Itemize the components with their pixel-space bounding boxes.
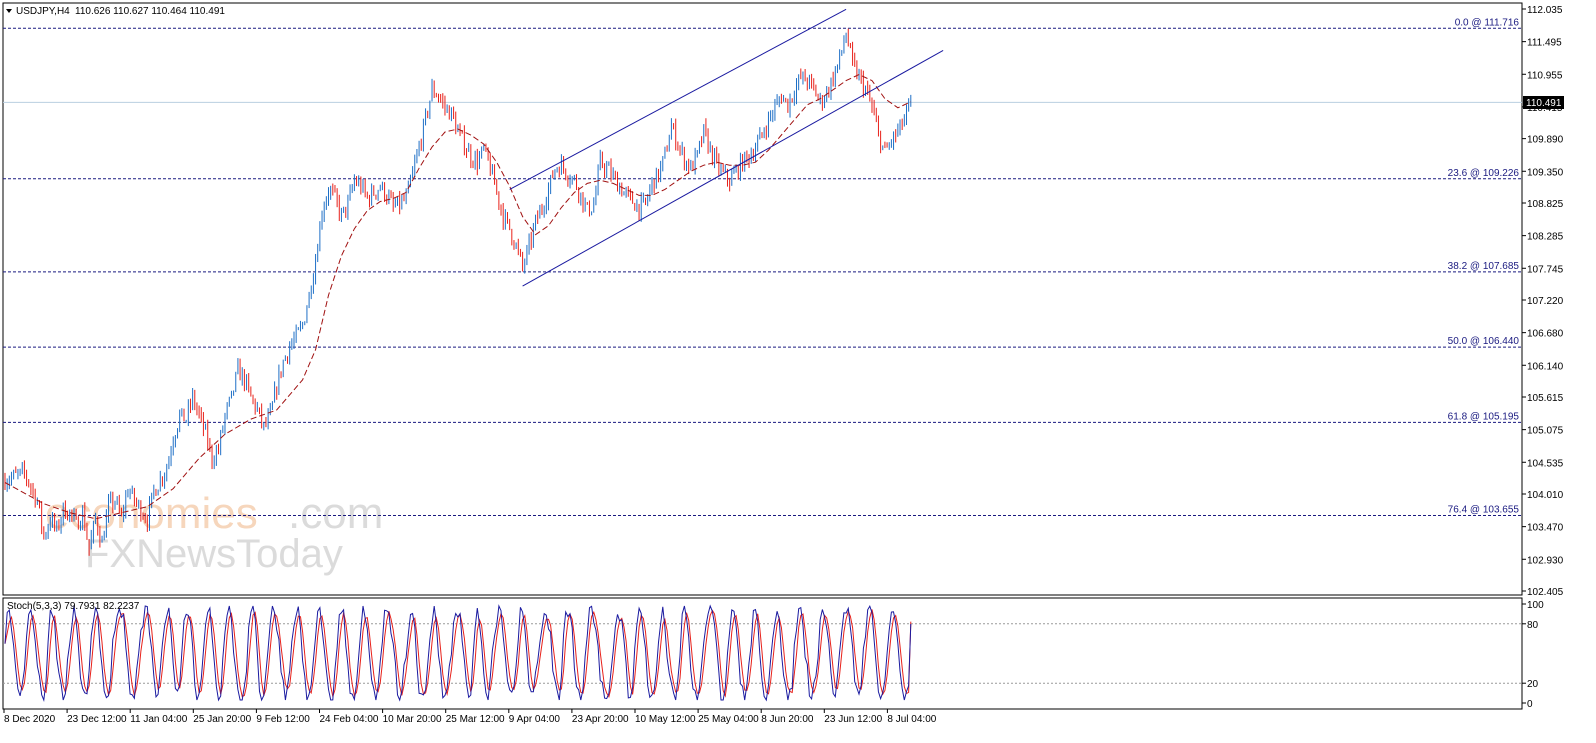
trend-channel: [509, 8, 944, 287]
x-tick-label: 9 Apr 04:00: [509, 714, 561, 725]
stoch-label: Stoch(5,3,3) 79.7931 82.2237: [7, 601, 140, 612]
price-axis: 112.035111.495110.955110.415109.890109.3…: [1522, 5, 1564, 598]
stoch-y-tick-label: 0: [1527, 699, 1533, 710]
fib-label-3: 50.0 @ 106.440: [1448, 336, 1520, 347]
y-tick-label: 108.285: [1527, 232, 1564, 243]
channel-lower-line: [522, 49, 944, 287]
watermark-brand-suffix: .com: [288, 489, 383, 538]
channel-upper-line: [509, 8, 847, 190]
x-tick-label: 10 May 12:00: [635, 714, 696, 725]
x-tick-label: 23 Jun 12:00: [824, 714, 882, 725]
y-tick-label: 109.350: [1527, 167, 1564, 178]
x-tick-label: 24 Feb 04:00: [320, 714, 379, 725]
x-tick-label: 8 Jun 20:00: [761, 714, 814, 725]
moving-average: [4, 74, 912, 520]
stoch-y-tick-label: 20: [1527, 679, 1539, 690]
x-tick-label: 25 May 04:00: [698, 714, 759, 725]
chart-header-symbol: USDJPY,H4: [16, 6, 70, 17]
fib-label-2: 38.2 @ 107.685: [1448, 261, 1520, 272]
stoch-main-line: [4, 604, 912, 702]
watermark-brand-sub: FXNewsToday: [85, 532, 343, 576]
y-tick-label: 106.140: [1527, 361, 1564, 372]
fib-label-0: 0.0 @ 111.716: [1455, 17, 1520, 28]
y-tick-label: 102.405: [1527, 587, 1564, 598]
x-tick-label: 25 Jan 20:00: [193, 714, 251, 725]
fib-label-5: 76.4 @ 103.655: [1448, 504, 1520, 515]
current-price-badge: [1523, 96, 1564, 109]
fib-label-4: 61.8 @ 105.195: [1448, 411, 1520, 422]
fibonacci-levels: 0.0 @ 111.716 23.6 @ 109.226 38.2 @ 107.68…: [3, 17, 1522, 516]
x-tick-label: 23 Apr 20:00: [572, 714, 629, 725]
y-tick-label: 105.075: [1527, 426, 1564, 437]
stochastic-oscillator: 100 80 20 0: [3, 600, 1544, 710]
y-tick-label: 109.890: [1527, 135, 1564, 146]
time-axis: 8 Dec 2020 23 Dec 12:00 11 Jan 04:00 25 Jan…: [3, 709, 937, 725]
x-tick-label: 10 Mar 20:00: [383, 714, 442, 725]
current-price-badge-text: 110.491: [1526, 98, 1562, 109]
y-tick-label: 106.680: [1527, 329, 1564, 340]
y-tick-label: 107.220: [1527, 296, 1564, 307]
x-tick-label: 11 Jan 04:00: [130, 714, 188, 725]
x-tick-label: 25 Mar 12:00: [446, 714, 505, 725]
y-tick-label: 102.930: [1527, 555, 1564, 566]
header-dropdown-icon[interactable]: [6, 9, 12, 13]
candlesticks: [4, 28, 912, 556]
y-tick-label: 105.615: [1527, 393, 1564, 404]
y-tick-label: 108.825: [1527, 199, 1564, 210]
y-tick-label: 104.535: [1527, 458, 1564, 469]
y-tick-label: 107.745: [1527, 264, 1564, 275]
stoch-y-tick-label: 80: [1527, 620, 1539, 631]
x-tick-label: 9 Feb 12:00: [256, 714, 310, 725]
x-tick-label: 23 Dec 12:00: [67, 714, 127, 725]
x-tick-label: 8 Jul 04:00: [887, 714, 936, 725]
y-tick-label: 112.035: [1527, 5, 1563, 16]
main-panel: [2, 2, 1523, 596]
stoch-y-tick-label: 100: [1527, 600, 1544, 611]
chart-header-ohlc: 110.626 110.627 110.464 110.491: [75, 6, 225, 17]
watermark-logo: economies .com FXNewsToday: [45, 489, 383, 576]
y-tick-label: 104.010: [1527, 490, 1564, 501]
y-tick-label: 103.470: [1527, 523, 1564, 534]
x-tick-label: 8 Dec 2020: [4, 714, 56, 725]
moving-average-line: [4, 74, 912, 520]
y-tick-label: 111.495: [1527, 38, 1562, 49]
fib-label-1: 23.6 @ 109.226: [1448, 168, 1520, 179]
y-tick-label: 110.955: [1527, 70, 1563, 81]
